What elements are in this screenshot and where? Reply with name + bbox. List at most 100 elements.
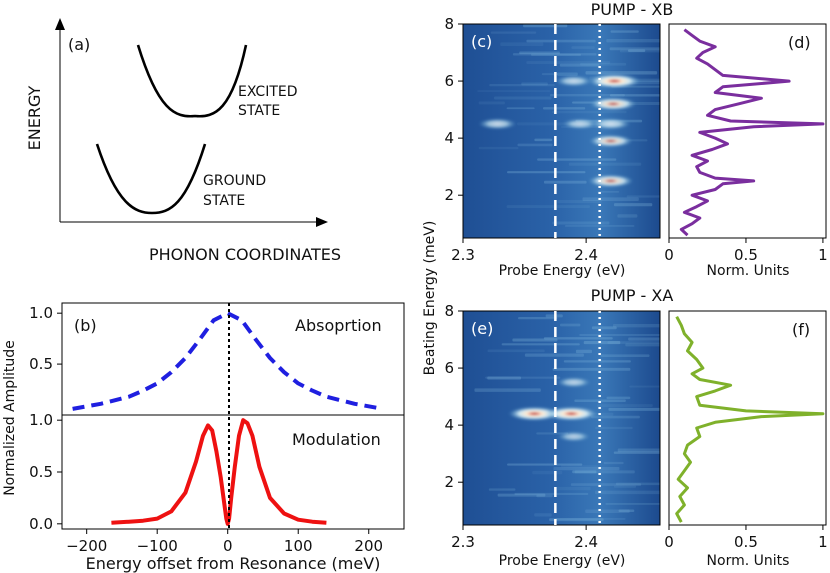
panel-c-xlabel: Probe Energy (eV) [499, 263, 626, 279]
panel-b-xtick-label: 100 [284, 537, 313, 555]
modulation-label: Modulation [292, 430, 381, 449]
heatmap-streak [618, 509, 635, 513]
panel-b-ytick-label: 1.0 [29, 304, 53, 322]
heatmap-streak [557, 72, 578, 76]
heatmap-streak [606, 396, 631, 400]
heatmap-streak [580, 62, 627, 66]
panel-b-ytick-label: 0.5 [29, 463, 53, 481]
heatmap-streak [612, 324, 660, 328]
heatmap-streak [537, 158, 617, 161]
heatmap-streak [605, 502, 660, 505]
panel-c: 2.3 2.4 2 4 6 8 (c) PUMP - XB Probe Energy (e… [444, 0, 674, 279]
energy-axis-arrow [55, 18, 65, 30]
heatmap-streak [628, 49, 646, 52]
heatmap-streak [609, 47, 660, 51]
panel-c-hotspots [478, 74, 641, 188]
heatmap-streak [617, 214, 638, 218]
phonon-axis-label: PHONON COORDINATES [149, 245, 341, 264]
heatmap-hotspot [590, 97, 637, 111]
heatmap-streak [582, 197, 639, 201]
heatmap-streak [543, 180, 587, 184]
panel-c-title: PUMP - XB [591, 0, 674, 19]
heatmap-streak [512, 53, 597, 56]
heatmap-hotspot [562, 118, 598, 130]
heatmap-streak [478, 101, 505, 105]
panel-b-xtick-label: −100 [137, 537, 178, 555]
heatmap-streak [583, 340, 621, 345]
panel-b-xticks: −200 −100 0 100 200 [66, 529, 383, 555]
panel-b-xtick-label: −200 [66, 537, 107, 555]
heatmap-streak [595, 490, 660, 495]
heatmap-streak [534, 513, 552, 517]
heatmap-hotspot [588, 74, 641, 89]
heatmap-streak [560, 465, 599, 468]
heatmap-xtick-label: 2.4 [574, 246, 598, 264]
heatmap-streak [506, 107, 535, 110]
panel-c-label: (c) [471, 32, 492, 51]
heatmap-streak [487, 376, 521, 380]
heatmap-ytick-label: 6 [444, 359, 454, 377]
xb-spectrum-line [679, 28, 825, 237]
heatmap-streak [501, 343, 580, 346]
panel-b-xlabel: Energy offset from Resonance (meV) [86, 554, 381, 573]
heatmap-streak [552, 110, 627, 114]
heatmap-streak [494, 96, 552, 100]
heatmap-streak [574, 399, 626, 402]
heatmap-streak [559, 323, 581, 327]
heatmap-streak [543, 337, 613, 340]
panel-e-stripes [474, 314, 660, 522]
excited-state-label-line1: EXCITED [238, 84, 298, 100]
panel-f-xlabel: Norm. Units [707, 553, 790, 569]
heatmap-hotspot [556, 377, 591, 388]
panel-f-frame [668, 310, 827, 526]
absorption-curve [72, 311, 384, 411]
heatmap-streak [606, 39, 660, 43]
panel-e-ticks: 2.3 2.4 2 4 6 8 [444, 302, 598, 551]
heatmap-streak [549, 94, 625, 97]
heatmap-streak [507, 171, 586, 174]
heatmap-streak [485, 376, 561, 379]
ground-state-parabola [95, 143, 207, 215]
heatmap-streak [626, 195, 660, 198]
heatmap-xtick-label: 2.3 [451, 246, 475, 264]
heatmap-streak [541, 73, 558, 76]
panel-e-title: PUMP - XA [591, 286, 674, 305]
heatmap-streak [629, 385, 660, 388]
panel-c-stripes [477, 24, 660, 227]
beating-energy-ylabel: Beating Energy (meV) [422, 221, 438, 376]
heatmap-ytick-label: 4 [444, 416, 454, 434]
panel-f-line [675, 315, 825, 523]
spectrum-xtick-label: 0.5 [734, 533, 758, 551]
heatmap-streak [571, 46, 595, 49]
panel-c-ticks: 2.3 2.4 2 4 6 8 [444, 15, 598, 264]
heatmap-streak [524, 353, 584, 357]
heatmap-streak [625, 343, 660, 347]
heatmap-streak [477, 90, 551, 92]
spectrum-xtick-label: 1 [818, 533, 828, 551]
panel-d-frame [668, 23, 827, 239]
panel-e: 2.3 2.4 2 4 6 8 (e) PUMP - XA Probe Energy (e… [444, 286, 674, 569]
heatmap-streak [600, 354, 650, 358]
heatmap-streak [518, 316, 558, 320]
heatmap-streak [512, 338, 558, 342]
heatmap-streak [521, 82, 548, 86]
heatmap-streak [613, 485, 637, 488]
panel-b-ytick-label: 0.5 [29, 355, 53, 373]
heatmap-streak [490, 31, 537, 34]
panel-e-label: (e) [471, 319, 493, 338]
energy-axis-label: ENERGY [25, 85, 44, 150]
heatmap-streak [555, 517, 626, 520]
heatmap-streak [617, 448, 660, 453]
panel-e-xlabel: Probe Energy (eV) [499, 553, 626, 569]
heatmap-streak [596, 404, 653, 407]
panel-c-lines [554, 24, 601, 238]
heatmap-streak [610, 30, 639, 33]
heatmap-streak [530, 53, 581, 56]
heatmap-hotspot [478, 118, 517, 130]
panel-b-ytick-label: 1.0 [29, 411, 53, 429]
heatmap-hotspot [545, 406, 598, 421]
heatmap-streak [517, 143, 553, 147]
panel-a-label: (a) [68, 35, 90, 54]
heatmap-hotspot [557, 431, 591, 442]
